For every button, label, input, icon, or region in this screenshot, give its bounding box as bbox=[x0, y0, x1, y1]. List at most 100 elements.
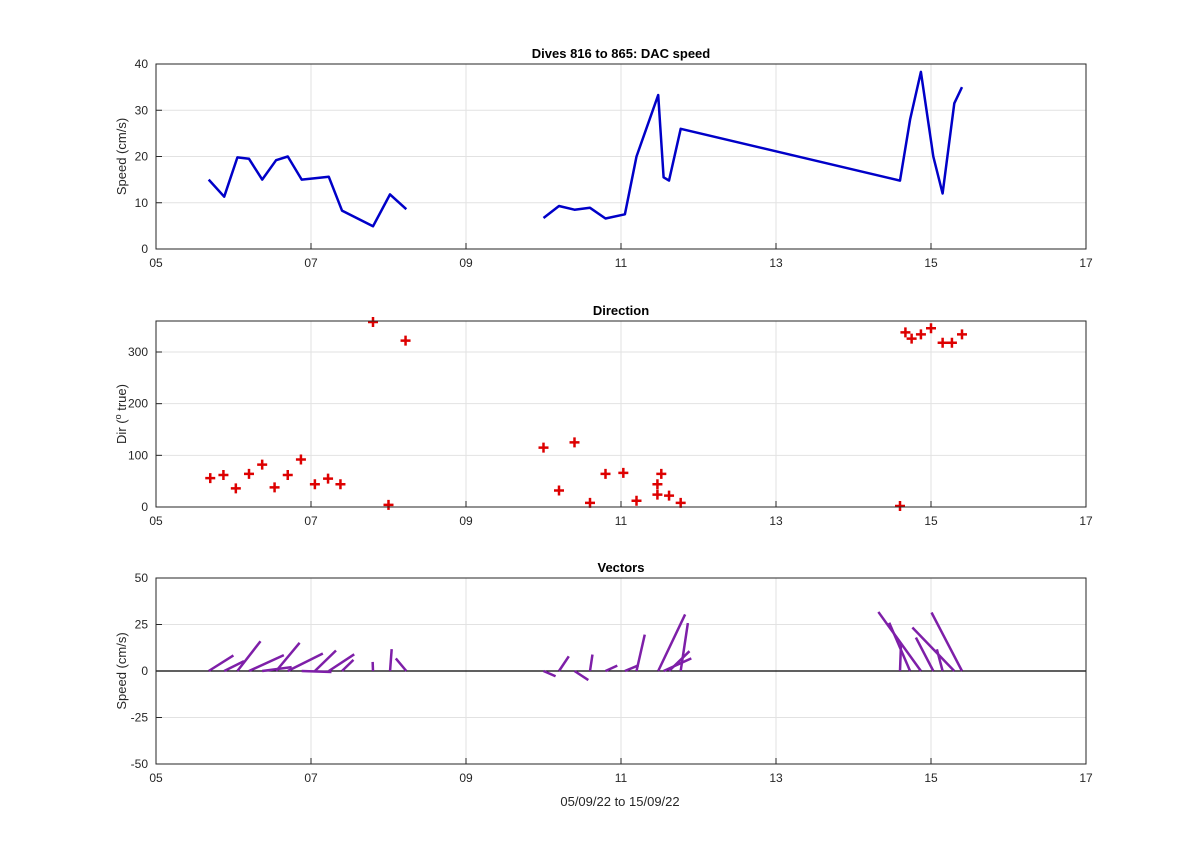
x-tick-label: 07 bbox=[304, 771, 318, 785]
vector-stick bbox=[341, 658, 355, 672]
vector-stick bbox=[557, 655, 570, 672]
direction-marker bbox=[205, 473, 216, 484]
direction-marker bbox=[295, 454, 306, 465]
y-tick-label: 0 bbox=[141, 664, 148, 678]
x-tick-label: 15 bbox=[924, 514, 938, 528]
panel-title: Vectors bbox=[598, 560, 645, 575]
y-axis-label: Speed (cm/s) bbox=[114, 118, 129, 195]
y-tick-label: 200 bbox=[128, 397, 148, 411]
x-tick-label: 17 bbox=[1079, 514, 1093, 528]
x-tick-label: 09 bbox=[459, 256, 473, 270]
x-tick-label: 05 bbox=[149, 256, 163, 270]
vectors-panel: 05 07 09 11 13 15 17 -50 -25 0 25 50 Vectors Speed (c… bbox=[114, 560, 1093, 785]
x-tick-label: 13 bbox=[769, 771, 783, 785]
direction-marker bbox=[937, 337, 948, 348]
x-tick-label: 09 bbox=[459, 514, 473, 528]
axes-box bbox=[155, 320, 1087, 508]
direction-marker bbox=[652, 479, 663, 490]
x-tick-label: 11 bbox=[615, 256, 628, 270]
vector-stick bbox=[328, 653, 355, 673]
direction-marker bbox=[218, 469, 229, 480]
vector-stick bbox=[679, 622, 690, 672]
direction-marker bbox=[383, 499, 394, 510]
x-tick-label: 07 bbox=[304, 514, 318, 528]
axes-box bbox=[155, 577, 1087, 765]
direction-marker bbox=[957, 329, 967, 340]
direction-marker bbox=[244, 468, 254, 479]
figure-xlabel: 05/09/22 to 15/09/22 bbox=[560, 794, 679, 809]
vector-stick bbox=[208, 654, 235, 673]
y-tick-label: -25 bbox=[131, 711, 149, 725]
direction-marker bbox=[230, 483, 241, 494]
direction-marker bbox=[652, 489, 663, 500]
y-axis-label: Dir (o true) bbox=[113, 384, 129, 444]
direction-marker bbox=[656, 468, 667, 479]
direction-marker bbox=[915, 329, 926, 340]
y-tick-label: 30 bbox=[135, 103, 149, 117]
y-tick-label: 0 bbox=[141, 500, 148, 514]
direction-marker bbox=[664, 490, 675, 501]
vector-stick bbox=[668, 650, 691, 672]
panel-title: Dives 816 to 865: DAC speed bbox=[532, 46, 711, 61]
vector-stick bbox=[624, 664, 639, 673]
direction-marker bbox=[335, 479, 346, 490]
panel-title: Direction bbox=[593, 303, 649, 318]
vector-stick bbox=[914, 636, 935, 672]
y-tick-label: 300 bbox=[128, 345, 148, 359]
y-tick-label: 100 bbox=[128, 448, 148, 462]
direction-marker bbox=[569, 437, 580, 448]
y-tick-label: 50 bbox=[135, 571, 149, 585]
direction-marker bbox=[618, 467, 629, 478]
direction-marker bbox=[282, 469, 293, 480]
vector-stick bbox=[287, 652, 324, 673]
x-tick-label: 11 bbox=[615, 771, 628, 785]
x-tick-label: 15 bbox=[924, 256, 938, 270]
x-tick-label: 11 bbox=[615, 514, 628, 528]
direction-marker bbox=[400, 335, 411, 346]
direction-marker bbox=[895, 500, 905, 511]
direction-marker bbox=[554, 485, 564, 496]
direction-marker bbox=[368, 317, 378, 328]
x-tick-label: 13 bbox=[769, 256, 783, 270]
direction-marker bbox=[323, 473, 334, 484]
axes-box bbox=[155, 63, 1087, 250]
vector-stick bbox=[911, 626, 956, 672]
y-tick-label: 25 bbox=[135, 618, 149, 632]
vector-stick bbox=[657, 613, 687, 672]
vector-stick bbox=[275, 642, 301, 672]
direction-marker bbox=[631, 495, 642, 506]
vector-stick bbox=[588, 654, 594, 672]
vector-stick bbox=[248, 653, 285, 673]
speed-series-line bbox=[542, 70, 964, 220]
vector-stick bbox=[635, 634, 646, 672]
y-tick-label: 0 bbox=[141, 242, 148, 256]
vector-stick bbox=[301, 669, 332, 674]
vector-stick bbox=[930, 611, 964, 672]
vector-stick bbox=[394, 657, 408, 672]
x-tick-label: 07 bbox=[304, 256, 318, 270]
direction-marker bbox=[926, 323, 936, 334]
direction-marker bbox=[900, 327, 911, 338]
direction-marker bbox=[675, 497, 686, 508]
direction-marker bbox=[946, 337, 957, 348]
speed-series-line bbox=[207, 155, 408, 228]
speed-panel: 05 07 09 11 13 15 17 0 10 20 30 40 Dives 816 to 865:… bbox=[114, 46, 1093, 270]
vector-stick bbox=[223, 660, 245, 673]
direction-marker bbox=[309, 479, 320, 490]
y-tick-label: -50 bbox=[131, 757, 149, 771]
x-tick-label: 05 bbox=[149, 771, 163, 785]
y-tick-label: 20 bbox=[135, 150, 149, 164]
x-tick-label: 13 bbox=[769, 514, 783, 528]
vector-stick bbox=[314, 649, 337, 672]
y-tick-label: 10 bbox=[135, 196, 149, 210]
y-axis-label: Speed (cm/s) bbox=[114, 632, 129, 709]
vector-stick bbox=[877, 611, 922, 672]
y-tick-label: 40 bbox=[135, 57, 149, 71]
vector-stick bbox=[388, 649, 393, 672]
x-tick-label: 15 bbox=[924, 771, 938, 785]
direction-marker bbox=[269, 482, 280, 493]
vector-stick bbox=[604, 664, 618, 673]
vector-stick bbox=[663, 657, 692, 673]
x-tick-label: 05 bbox=[149, 514, 163, 528]
